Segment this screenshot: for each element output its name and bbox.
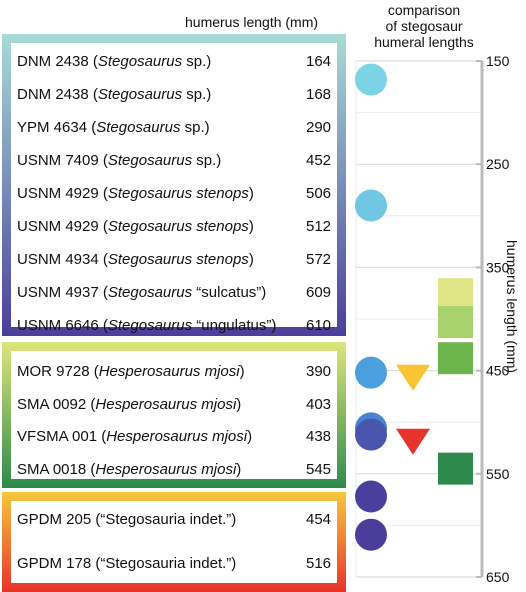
y-tick-label: 150 [486,53,510,69]
specimen-name: GPDM 205 (“Stegosauria indet.”) [17,511,237,528]
specimen-length: 438 [306,428,332,445]
y-tick-label: 350 [486,259,510,275]
humerus-length-header: humerus length (mm) [185,14,319,30]
specimen-row: GPDM 178 (“Stegosauria indet.”) 516 [11,554,337,574]
specimen-group-frame: GPDM 205 (“Stegosauria indet.”) 454 GPDM 1… [2,492,346,592]
specimen-name: VFSMA 001 (Hesperosaurus mjosi) [17,428,253,445]
specimen-row: USNM 4929 (Stegosaurus stenops) 506 [11,184,337,204]
specimen-name: GPDM 178 (“Stegosauria indet.”) [17,555,237,572]
specimen-name: SMA 0092 (Hesperosaurus mjosi) [17,395,242,413]
y-tick-label: 550 [486,466,510,482]
specimen-row: DNM 2438 (Stegosaurus sp.) 164 [11,52,337,72]
specimen-row: USNM 4934 (Stegosaurus stenops) 572 [11,250,337,270]
square-marker [438,452,473,485]
specimen-length: 390 [306,363,332,380]
specimen-group-body: MOR 9728 (Hesperosaurus mjosi) 390 SMA 009… [11,351,337,479]
comparison-header-line: humeral lengths [374,34,474,50]
specimen-name: USNM 4929 (Stegosaurus stenops) [17,218,254,235]
circle-marker [355,189,387,222]
specimen-length: 516 [306,555,332,572]
specimen-name: USNM 4929 (Stegosaurus stenops) [17,185,254,202]
specimen-group-body: DNM 2438 (Stegosaurus sp.) 164 DNM 2438 (S… [11,43,337,334]
specimen-length: 609 [306,284,332,301]
triangle-marker [396,428,430,455]
square-marker [438,278,473,311]
square-marker [438,342,473,375]
comparison-header-line: comparison [387,2,461,18]
specimen-row: SMA 0018 (Hesperosaurus mjosi) 545 [11,460,337,480]
specimen-row: MOR 9728 (Hesperosaurus mjosi) 390 [11,362,337,382]
circle-marker [355,480,387,513]
specimen-group-frame: DNM 2438 (Stegosaurus sp.) 164 DNM 2438 (S… [2,34,346,336]
specimen-length: 290 [306,119,332,136]
y-tick-label: 450 [486,363,510,379]
comparison-header-line: of stegosaur [385,18,463,34]
comparison-header: comparison of stegosaur humeral lengths [362,2,486,50]
specimen-length: 572 [306,251,332,268]
specimen-group-frame: MOR 9728 (Hesperosaurus mjosi) 390 SMA 009… [2,342,346,488]
circle-marker [355,418,387,451]
specimen-row: GPDM 205 (“Stegosauria indet.”) 454 [11,510,337,530]
specimen-name: USNM 7409 (Stegosaurus sp.) [17,152,222,169]
specimen-length: 545 [306,460,332,478]
specimen-row: YPM 4634 (Stegosaurus sp.) 290 [11,118,337,138]
specimen-row: DNM 2438 (Stegosaurus sp.) 168 [11,85,337,105]
specimen-name: YPM 4634 (Stegosaurus sp.) [17,119,210,136]
specimen-name: USNM 6646 (Stegosaurus “ungulatus”) [17,317,277,334]
specimen-length: 403 [306,395,332,413]
specimen-row: USNM 4937 (Stegosaurus “sulcatus”) 609 [11,283,337,303]
specimen-length: 168 [306,86,332,103]
specimen-row: USNM 6646 (Stegosaurus “ungulatus”) 610 [11,316,337,336]
specimen-length: 506 [306,185,332,202]
specimen-length: 164 [306,53,332,70]
specimen-name: DNM 2438 (Stegosaurus sp.) [17,53,212,70]
specimen-length: 452 [306,152,332,169]
y-tick-label: 250 [486,156,510,172]
specimen-length: 454 [306,511,332,528]
specimen-name: USNM 4934 (Stegosaurus stenops) [17,251,254,268]
triangle-marker [396,364,430,391]
square-marker [438,306,473,339]
specimen-name: SMA 0018 (Hesperosaurus mjosi) [17,460,242,478]
y-axis-title: humerus length (mm) [504,240,520,374]
circle-marker [355,518,387,551]
specimen-group-body: GPDM 205 (“Stegosauria indet.”) 454 GPDM 1… [11,501,337,583]
specimen-name: MOR 9728 (Hesperosaurus mjosi) [17,363,245,380]
circle-marker [355,63,387,96]
specimen-row: SMA 0092 (Hesperosaurus mjosi) 403 [11,395,337,415]
specimen-row: USNM 4929 (Stegosaurus stenops) 512 [11,217,337,237]
y-tick-label: 650 [486,569,510,585]
specimen-length: 512 [306,218,332,235]
specimen-name: USNM 4937 (Stegosaurus “sulcatus”) [17,284,267,301]
specimen-row: USNM 7409 (Stegosaurus sp.) 452 [11,151,337,171]
specimen-name: DNM 2438 (Stegosaurus sp.) [17,86,212,103]
specimen-length: 610 [306,317,332,334]
circle-marker [355,356,387,389]
specimen-row: VFSMA 001 (Hesperosaurus mjosi) 438 [11,427,337,447]
